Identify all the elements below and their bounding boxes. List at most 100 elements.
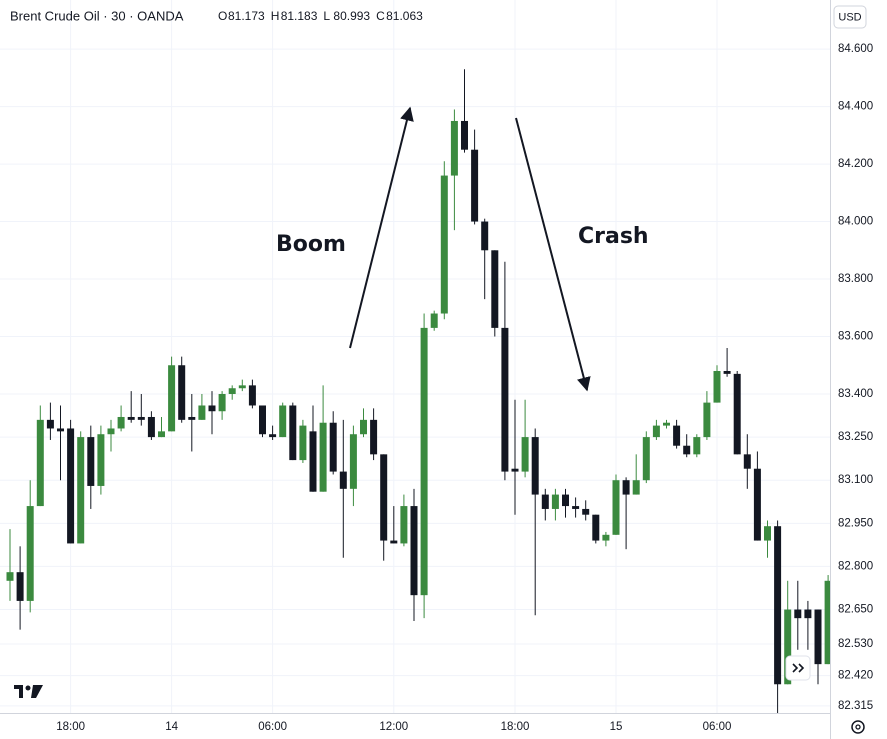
boom-arrow [349, 106, 414, 349]
candle-body [551, 494, 559, 509]
candle-body [26, 506, 34, 601]
candle-body [582, 508, 590, 515]
candle-body [178, 365, 186, 420]
candle-body [541, 494, 549, 509]
candle-body [380, 454, 388, 541]
currency-button[interactable] [833, 5, 867, 29]
y-tick-label: 82.420 [838, 670, 873, 682]
candle-body [683, 445, 691, 455]
y-tick-label: 84.400 [838, 101, 873, 113]
candle-body [774, 526, 782, 685]
time-axis-bg [0, 713, 830, 739]
candle-body [117, 416, 125, 429]
candle-body [521, 437, 529, 472]
annotation: Crash [578, 224, 649, 249]
candle-body [87, 437, 95, 486]
candle-body [794, 609, 802, 619]
candle-body [198, 405, 206, 420]
candle-body [743, 454, 751, 469]
candle-body [16, 572, 24, 601]
candle-body [471, 149, 479, 222]
candle-body [663, 422, 670, 426]
candle-body [430, 313, 438, 328]
legend-value: 81.063 [386, 9, 423, 23]
candle-body [622, 480, 630, 495]
candle-body [259, 405, 266, 435]
legend-value: 81.173 [228, 9, 265, 23]
candle-body [299, 425, 307, 461]
candle-body [673, 425, 681, 446]
grid [0, 0, 830, 713]
candle-body [158, 431, 165, 438]
legend-key: L [323, 9, 330, 23]
candle-body [67, 428, 75, 544]
x-tick-label: 18:00 [501, 721, 530, 733]
y-tick-label: 83.400 [838, 388, 873, 400]
candle-body [784, 609, 792, 685]
candle-body [733, 373, 741, 455]
legend-value: 81.183 [281, 9, 318, 23]
candle-body [279, 405, 287, 438]
legend-key: O [218, 9, 227, 23]
axes: 84.600 84.400 84.200 84.000 83.800 83.600 83.4… [56, 43, 873, 733]
candle-body [238, 385, 246, 389]
candle-body [440, 175, 448, 314]
tv-logo [14, 685, 43, 698]
candle-body [420, 327, 428, 596]
candle-body [723, 370, 731, 374]
candle-body [370, 419, 378, 455]
currency-label[interactable]: USD [838, 11, 861, 23]
candle-body [814, 609, 822, 665]
candle-body [188, 416, 196, 420]
candle-body [107, 428, 115, 435]
candle-body [319, 422, 327, 492]
y-tick-label: 83.250 [838, 431, 873, 443]
legend-value: 80.993 [333, 9, 370, 23]
candles [6, 69, 832, 713]
candle-body [57, 428, 64, 432]
crash-arrow [515, 117, 591, 392]
candle-body [360, 419, 367, 435]
legend-key: C [376, 9, 385, 23]
x-tick-label: 14 [165, 721, 178, 733]
candle-body [36, 419, 44, 507]
candle-body [652, 425, 660, 438]
x-tick-label: 06:00 [258, 721, 287, 733]
y-tick-label: 82.950 [838, 517, 873, 529]
candle-body [137, 416, 145, 420]
x-tick-label: 06:00 [703, 721, 732, 733]
y-tick-label: 82.530 [838, 638, 873, 650]
y-tick-label: 83.800 [838, 273, 873, 285]
chart-title: Brent Crude Oil · 30 · OANDA [10, 8, 184, 23]
candle-body [461, 120, 468, 150]
candle-body [764, 526, 771, 541]
settings-button[interactable] [851, 720, 865, 734]
candle-body [592, 514, 600, 541]
ohlc-legend: O 81.173 H 81.183 L 80.993 C 81.063 [218, 9, 423, 23]
candle-body [753, 468, 761, 541]
candle-body [531, 437, 539, 495]
candle-body [248, 385, 256, 406]
candle-body [77, 437, 85, 544]
candle-body [228, 388, 236, 394]
candle-body [562, 494, 569, 507]
annotation: Boom [276, 232, 346, 257]
candle-body [400, 506, 408, 544]
candle-body [289, 405, 297, 461]
legend-key: H [271, 9, 280, 23]
candle-body [511, 468, 519, 472]
candle-body [602, 534, 610, 541]
candle-body [147, 416, 155, 438]
x-tick-label: 12:00 [379, 721, 408, 733]
y-tick-label: 82.800 [838, 560, 873, 572]
candle-body [269, 434, 277, 438]
candle-body [491, 250, 499, 328]
candle-body [713, 370, 721, 403]
candle-body [642, 437, 650, 481]
x-tick-label: 15 [610, 721, 623, 733]
y-tick-label: 84.600 [838, 43, 873, 55]
candle-body [309, 431, 317, 492]
candle-body [703, 402, 711, 438]
candle-body [410, 506, 418, 596]
candle-body [339, 471, 347, 489]
